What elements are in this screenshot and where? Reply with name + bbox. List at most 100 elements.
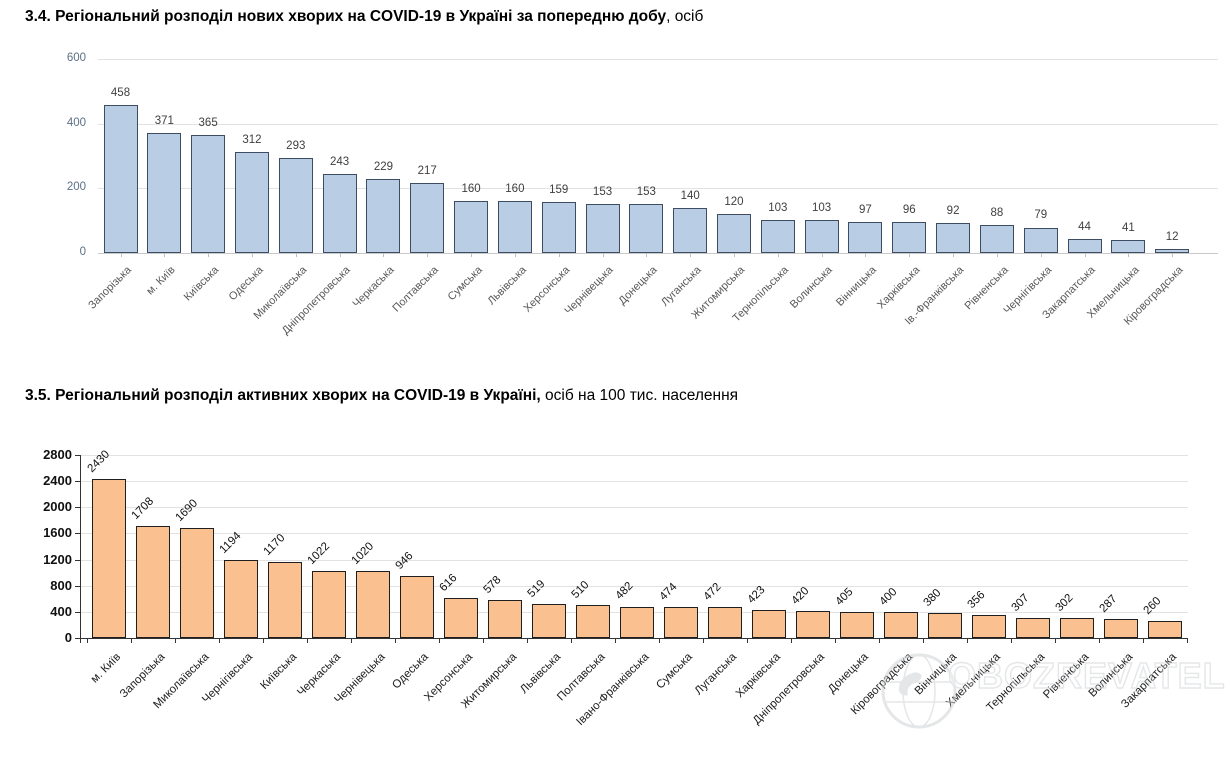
x-axis-tick xyxy=(514,253,516,257)
gridline xyxy=(80,585,1188,587)
x-axis-tick xyxy=(350,638,352,643)
x-axis-tick xyxy=(922,638,924,643)
value-label: 243 xyxy=(330,156,350,169)
x-axis-tick xyxy=(1040,253,1042,257)
value-label: 1020 xyxy=(349,540,376,568)
x-axis-tick xyxy=(471,253,473,257)
value-label: 458 xyxy=(110,86,131,99)
category-label: Херсонська xyxy=(521,264,573,315)
x-axis-tick xyxy=(865,253,867,257)
category-label: Луганська xyxy=(692,651,740,698)
bar xyxy=(91,479,126,638)
x-axis-tick xyxy=(878,638,880,643)
value-label: 1170 xyxy=(261,531,288,558)
bar xyxy=(663,607,698,638)
value-label: 474 xyxy=(657,580,680,604)
x-axis-tick xyxy=(909,253,911,257)
x-axis-tick xyxy=(1010,638,1012,643)
value-label: 103 xyxy=(812,201,832,214)
category-label: Житомирська xyxy=(459,651,520,711)
category-label: Одеська xyxy=(226,264,266,304)
bar xyxy=(1067,238,1102,253)
bar xyxy=(497,201,532,253)
gridline xyxy=(80,481,1188,483)
value-label: 578 xyxy=(481,574,504,597)
value-label: 44 xyxy=(1078,220,1091,233)
x-axis-tick xyxy=(996,253,998,257)
category-label: Черкаська xyxy=(295,651,344,699)
bar xyxy=(179,527,214,638)
y-tick-label: 400 xyxy=(50,603,72,619)
x-axis-tick xyxy=(120,253,122,257)
section-3-4-title-bold: 3.4. Регіональний розподіл нових хворих … xyxy=(25,8,667,25)
value-label: 365 xyxy=(198,116,218,129)
bar xyxy=(531,604,566,638)
category-label: Львівська xyxy=(518,651,564,696)
y-tick-label: 200 xyxy=(66,181,86,194)
value-label: 371 xyxy=(154,115,174,128)
bar xyxy=(717,214,751,253)
x-axis-tick xyxy=(1054,638,1056,643)
x-axis-tick xyxy=(438,638,440,643)
y-axis-tick xyxy=(75,559,80,561)
category-label: Чернігівська xyxy=(1001,264,1055,317)
bar xyxy=(1155,249,1190,253)
gridline xyxy=(98,188,1218,190)
value-label: 420 xyxy=(789,584,812,607)
section-3-5-title-bold: 3.5. Регіональний розподіл активних хвор… xyxy=(25,387,541,404)
bar xyxy=(1059,618,1094,638)
gridline xyxy=(80,533,1188,535)
x-axis-tick xyxy=(746,638,748,643)
bar xyxy=(399,576,434,638)
x-axis-tick xyxy=(1186,638,1188,643)
bar xyxy=(541,201,576,253)
bar xyxy=(892,222,927,253)
value-label: 153 xyxy=(636,185,656,198)
category-label: м. Київ xyxy=(88,651,124,686)
category-label: Чернівецька xyxy=(562,264,617,318)
x-axis-tick xyxy=(953,253,955,257)
value-label: 356 xyxy=(965,588,988,611)
category-label: Донецька xyxy=(616,264,660,308)
category-label: Миколаївська xyxy=(151,651,212,712)
value-label: 482 xyxy=(613,580,636,603)
x-axis-tick xyxy=(1172,253,1174,257)
value-label: 423 xyxy=(745,584,768,607)
x-axis-tick xyxy=(339,253,341,257)
category-label: Одеська xyxy=(390,651,432,692)
watermark-text: OBOZREVATEL xyxy=(947,655,1226,696)
category-label: Кіровоградська xyxy=(1122,264,1186,328)
category-label: Чернігівська xyxy=(200,651,256,706)
globe-icon xyxy=(881,653,957,729)
value-label: 1708 xyxy=(129,495,156,523)
y-axis-tick xyxy=(75,585,80,587)
x-axis-tick xyxy=(1098,638,1100,643)
gridline xyxy=(98,123,1218,125)
x-axis-tick xyxy=(252,253,253,257)
x-axis-tick xyxy=(164,253,166,257)
x-axis-tick xyxy=(777,253,779,257)
value-label: 160 xyxy=(505,183,525,196)
bar xyxy=(311,571,346,638)
category-label: Миколаївська xyxy=(251,264,310,322)
x-axis-tick xyxy=(482,638,484,643)
value-label: 103 xyxy=(768,201,788,214)
value-label: 472 xyxy=(701,581,724,604)
bar xyxy=(927,613,962,638)
value-label: 41 xyxy=(1121,221,1135,234)
section-3-5-title-suffix: осіб на 100 тис. населення xyxy=(540,387,739,404)
value-label: 160 xyxy=(461,183,481,196)
y-axis-tick xyxy=(75,455,80,456)
bar xyxy=(751,610,786,638)
bar xyxy=(629,203,664,253)
bar xyxy=(707,607,742,638)
value-label: 405 xyxy=(833,585,856,608)
x-axis-tick xyxy=(734,253,735,257)
value-label: 217 xyxy=(417,164,437,177)
category-label: Запорізька xyxy=(86,264,134,312)
category-label: Тернопільська xyxy=(730,264,792,325)
category-label: Полтавська xyxy=(390,264,441,315)
y-tick-label: 2400 xyxy=(43,473,72,489)
value-label: 400 xyxy=(877,585,900,608)
